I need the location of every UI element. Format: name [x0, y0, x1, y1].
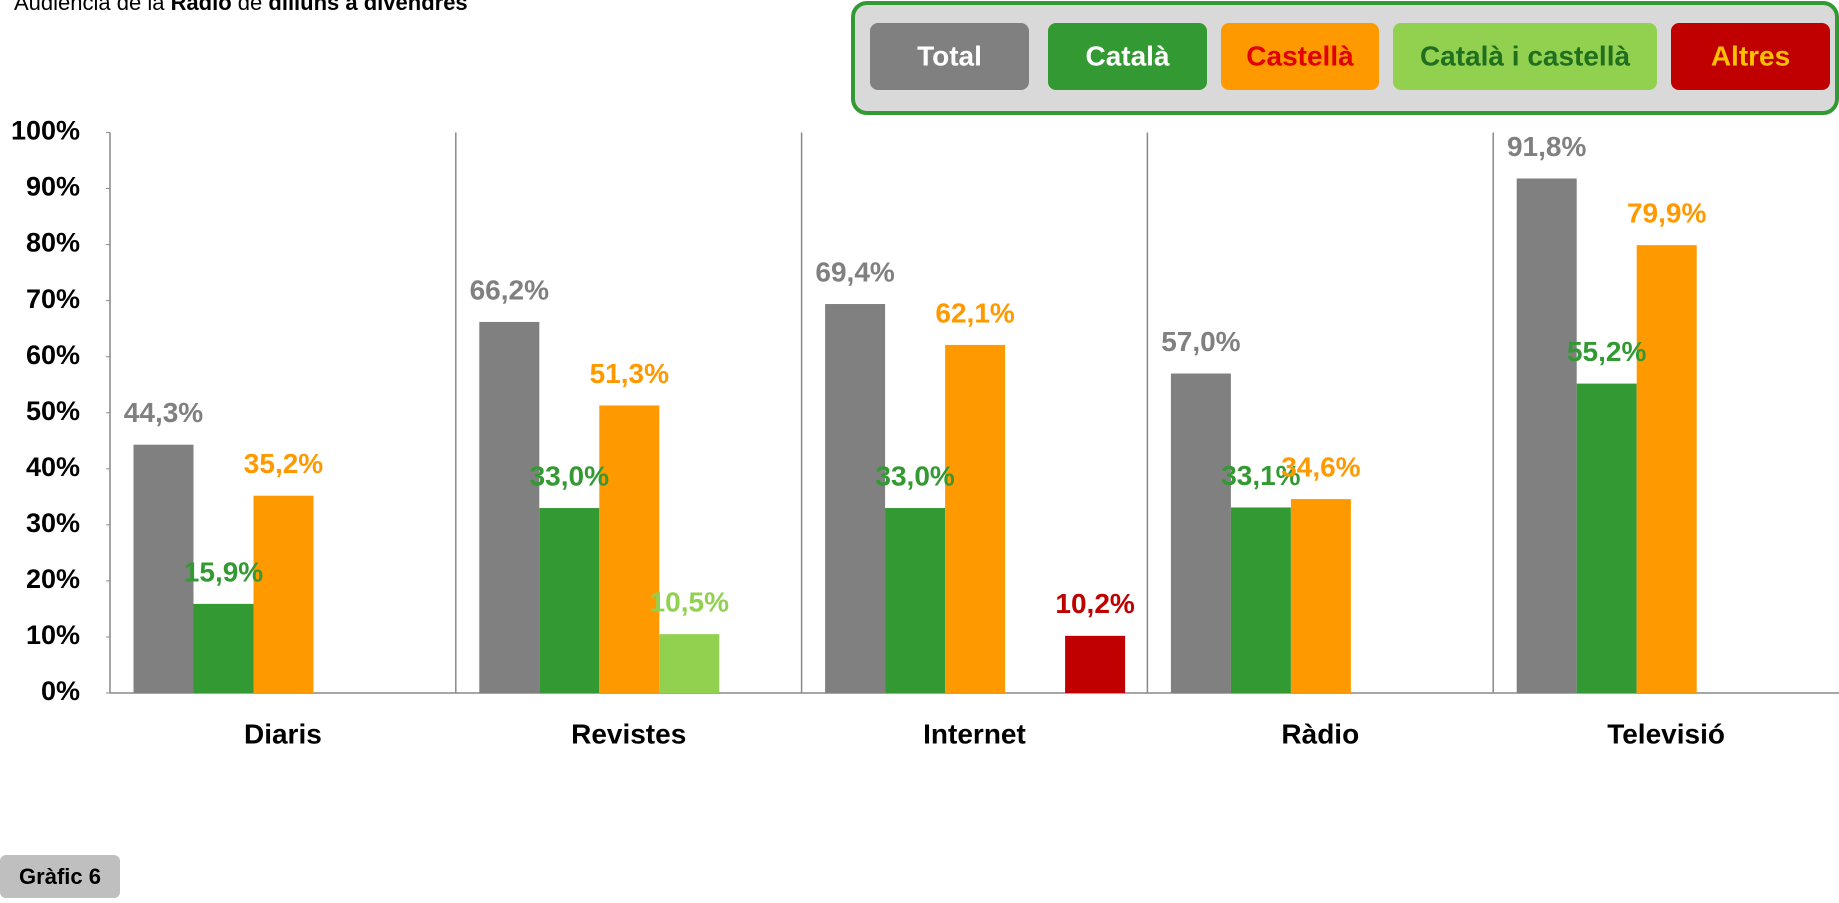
legend-label: Castellà: [1246, 40, 1354, 71]
footnote-box: [0, 855, 120, 898]
bar: [599, 405, 660, 693]
data-label: 33,1%: [1221, 460, 1300, 491]
legend-swatch: [1393, 23, 1657, 90]
bar: [1170, 373, 1231, 693]
bar: [193, 603, 254, 693]
bar: [253, 495, 314, 693]
data-label: 62,1%: [935, 297, 1014, 328]
data-label: 79,9%: [1627, 198, 1706, 229]
bar: [1576, 383, 1637, 693]
bar: [1516, 178, 1577, 693]
legend-swatch: [870, 23, 1029, 90]
data-label: 91,8%: [1507, 131, 1586, 162]
bar: [133, 444, 194, 693]
y-tick-label: 20%: [26, 564, 80, 594]
data-label: 34,6%: [1281, 451, 1360, 482]
bar: [659, 634, 720, 693]
data-label: 44,3%: [124, 397, 203, 428]
bar: [1636, 245, 1697, 693]
y-tick-label: 90%: [26, 172, 80, 202]
data-label: 10,5%: [650, 587, 729, 618]
x-tick-label: Revistes: [571, 718, 686, 749]
data-label: 10,2%: [1055, 588, 1134, 619]
y-tick-label: 0%: [41, 676, 80, 706]
data-label: 66,2%: [470, 274, 549, 305]
x-tick-label: Ràdio: [1281, 718, 1359, 749]
legend-label: Català: [1085, 40, 1169, 71]
data-label: 35,2%: [244, 448, 323, 479]
y-tick-label: 60%: [26, 340, 80, 370]
legend-label: Català i castellà: [1420, 40, 1631, 71]
data-label: 57,0%: [1161, 326, 1240, 357]
data-label: 69,4%: [815, 256, 894, 287]
bar: [479, 321, 540, 693]
bar: [1230, 507, 1291, 693]
y-tick-label: 40%: [26, 452, 80, 482]
data-label: 55,2%: [1567, 336, 1646, 367]
x-tick-label: Televisió: [1607, 718, 1725, 749]
data-label: 33,0%: [875, 460, 954, 491]
title-part: dilluns a divendres: [268, 0, 467, 15]
y-tick-label: 10%: [26, 620, 80, 650]
y-tick-label: 80%: [26, 228, 80, 258]
data-label: 33,0%: [530, 460, 609, 491]
y-tick-label: 50%: [26, 396, 80, 426]
legend-swatch: [1221, 23, 1379, 90]
bar: [945, 344, 1006, 693]
bar: [539, 508, 600, 693]
data-label: 51,3%: [590, 358, 669, 389]
y-tick-label: 30%: [26, 508, 80, 538]
y-tick-label: 70%: [26, 284, 80, 314]
chart-title: Audiència de la Ràdio de dilluns a diven…: [14, 0, 468, 15]
legend-label: Total: [917, 40, 982, 71]
title-part: Ràdio: [171, 0, 232, 15]
title-part: Audiència de la: [14, 0, 171, 15]
title-part: de: [232, 0, 269, 15]
legend-swatch: [1671, 23, 1830, 90]
legend-label: Altres: [1711, 40, 1790, 71]
legend-swatch: [1048, 23, 1207, 90]
bar: [885, 508, 946, 693]
bar: [1065, 635, 1126, 693]
bar: [825, 304, 886, 693]
footnote: Gràfic 6: [19, 864, 101, 889]
y-tick-label: 100%: [11, 116, 80, 146]
data-label: 15,9%: [184, 556, 263, 587]
x-tick-label: Internet: [923, 718, 1026, 749]
x-tick-label: Diaris: [244, 718, 322, 749]
bar: [1290, 499, 1351, 693]
